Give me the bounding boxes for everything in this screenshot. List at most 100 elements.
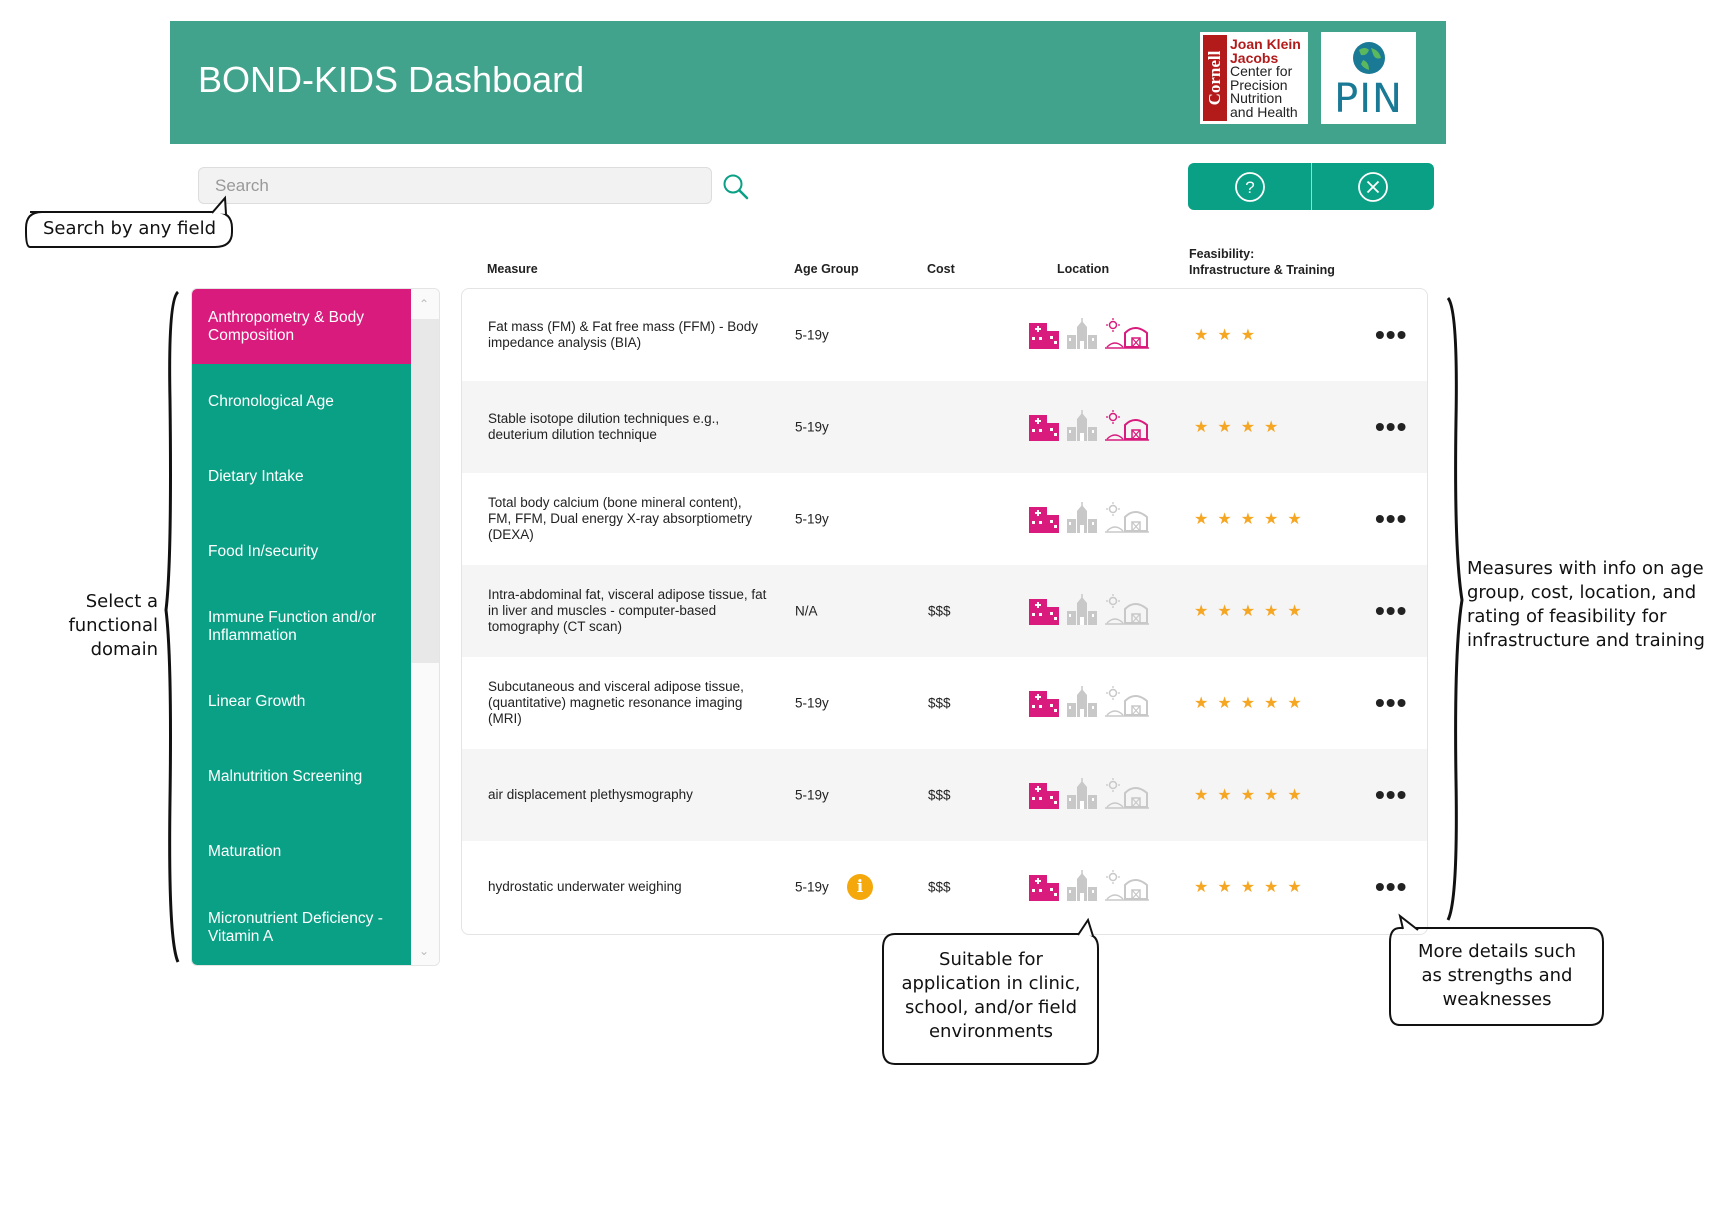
column-header-feasibility[interactable]: Feasibility: Infrastructure & Training: [1189, 246, 1335, 278]
star-icon: ★: [1240, 787, 1265, 804]
table-row[interactable]: Total body calcium (bone mineral content…: [462, 473, 1427, 565]
hospital-icon: [1029, 875, 1059, 901]
table-row[interactable]: Intra-abdominal fat, visceral adipose ti…: [462, 565, 1427, 657]
star-icon: ★: [1217, 511, 1241, 528]
star-icon: ★: [1217, 603, 1241, 620]
domain-sidebar: Anthropometry & Body Composition Chronol…: [191, 288, 440, 966]
farm-icon: [1105, 594, 1149, 625]
info-icon[interactable]: i: [847, 874, 873, 900]
cornell-center-line: Center for: [1230, 63, 1293, 79]
annotation-line: rating of feasibility for: [1467, 606, 1667, 627]
measure-cell: Total body calcium (bone mineral content…: [488, 495, 753, 542]
column-header-location[interactable]: Location: [1057, 262, 1110, 276]
question-circle-icon: ?: [1234, 171, 1265, 202]
pin-text: PIN: [1334, 76, 1403, 122]
sidebar-item-maturation[interactable]: Maturation: [192, 814, 411, 889]
star-icon: ★: [1264, 603, 1288, 620]
annotation-line: infrastructure and training: [1467, 630, 1705, 651]
school-icon: [1067, 318, 1097, 349]
column-header-feasibility-line: Infrastructure & Training: [1189, 263, 1335, 277]
age-cell: N/A: [795, 603, 818, 619]
annotation-location: Suitable for application in clinic, scho…: [885, 948, 1097, 1044]
location-icons: [1027, 685, 1149, 721]
table-row[interactable]: hydrostatic underwater weighing 5-19y i …: [462, 841, 1427, 933]
location-icons: [1027, 317, 1149, 353]
app-title: BOND-KIDS Dashboard: [198, 59, 585, 100]
hospital-icon: [1029, 507, 1059, 533]
star-icon: ★: [1264, 695, 1288, 712]
search-icon[interactable]: [722, 173, 750, 201]
farm-icon: [1105, 502, 1149, 533]
location-icons: [1027, 501, 1149, 537]
help-button[interactable]: ?: [1188, 163, 1311, 210]
annotation-line: environments: [928, 1021, 1053, 1042]
column-header-cost[interactable]: Cost: [927, 262, 955, 276]
cost-cell: $$$: [928, 879, 951, 895]
table-row[interactable]: Stable isotope dilution techniques e.g.,…: [462, 381, 1427, 473]
star-icon: ★: [1240, 603, 1265, 620]
scroll-down-icon[interactable]: ⌄: [419, 944, 430, 958]
table-row[interactable]: Subcutaneous and visceral adipose tissue…: [462, 657, 1427, 749]
sidebar-item-linear-growth[interactable]: Linear Growth: [192, 664, 411, 739]
hospital-icon: [1029, 691, 1059, 717]
column-header-age[interactable]: Age Group: [794, 262, 859, 276]
location-icons: [1027, 777, 1149, 813]
hospital-icon: [1029, 599, 1059, 625]
header-buttons: ?: [1188, 163, 1434, 210]
feasibility-stars: ★★★: [1194, 325, 1264, 345]
sidebar-item-dietary-intake[interactable]: Dietary Intake: [192, 439, 411, 514]
sidebar-item-food-security[interactable]: Food In/security: [192, 514, 411, 589]
star-icon: ★: [1287, 511, 1311, 528]
star-icon: ★: [1194, 419, 1218, 436]
school-icon: [1067, 502, 1097, 533]
measures-table: Fat mass (FM) & Fat free mass (FFM) - Bo…: [461, 288, 1428, 935]
star-icon: ★: [1264, 511, 1288, 528]
sidebar-scroll-thumb[interactable]: [411, 319, 439, 663]
star-icon: ★: [1194, 603, 1218, 620]
farm-icon: [1105, 686, 1149, 717]
sidebar-item-micronutrient-vitamin-a[interactable]: Micronutrient Deficiency - Vitamin A: [192, 889, 411, 965]
feasibility-stars: ★★★★★: [1194, 693, 1311, 713]
annotation-line: application in clinic,: [901, 973, 1081, 994]
column-header-measure[interactable]: Measure: [487, 262, 538, 276]
farm-icon: [1105, 778, 1149, 809]
scroll-up-icon[interactable]: ⌃: [419, 297, 430, 311]
annotation-line: as strengths and: [1421, 965, 1573, 986]
annotation-search: Search by any field: [43, 218, 217, 239]
annotation-line: group, cost, location, and: [1467, 582, 1697, 603]
star-icon: ★: [1240, 511, 1265, 528]
star-icon: ★: [1264, 879, 1288, 896]
measure-cell: Fat mass (FM) & Fat free mass (FFM) - Bo…: [488, 319, 759, 350]
star-icon: ★: [1194, 787, 1218, 804]
feasibility-stars: ★★★★★: [1194, 877, 1311, 897]
location-icons: [1027, 593, 1149, 629]
farm-icon: [1105, 410, 1149, 441]
star-icon: ★: [1240, 695, 1265, 712]
sidebar-item-anthropometry[interactable]: Anthropometry & Body Composition: [192, 289, 411, 364]
sidebar-item-malnutrition-screening[interactable]: Malnutrition Screening: [192, 739, 411, 814]
search-input[interactable]: Search: [198, 167, 712, 204]
cornell-center-line: and Health: [1230, 103, 1298, 120]
feasibility-stars: ★★★★: [1194, 417, 1287, 437]
star-icon: ★: [1287, 787, 1311, 804]
star-icon: ★: [1240, 327, 1265, 344]
annotation-line: Measures with info on age: [1467, 558, 1704, 579]
sidebar-item-chronological-age[interactable]: Chronological Age: [192, 364, 411, 439]
measure-cell: Stable isotope dilution techniques e.g.,…: [488, 411, 720, 442]
sidebar-item-immune-function[interactable]: Immune Function and/or Inflammation: [192, 589, 411, 664]
star-icon: ★: [1264, 419, 1288, 436]
table-row[interactable]: Fat mass (FM) & Fat free mass (FFM) - Bo…: [462, 289, 1427, 381]
school-icon: [1067, 686, 1097, 717]
star-icon: ★: [1194, 511, 1218, 528]
table-row[interactable]: air displacement plethysmography 5-19y $…: [462, 749, 1427, 841]
star-icon: ★: [1240, 879, 1265, 896]
measure-cell: hydrostatic underwater weighing: [488, 879, 682, 894]
close-button[interactable]: [1311, 163, 1434, 210]
annotation-measures: Measures with info on age group, cost, l…: [1467, 557, 1705, 653]
school-icon: [1067, 410, 1097, 441]
pin-logo: PIN: [1321, 32, 1416, 124]
cornell-name-line: Joan Klein: [1230, 36, 1301, 52]
annotation-details: More details such as strengths and weakn…: [1392, 940, 1602, 1012]
age-cell: 5-19y: [795, 419, 829, 435]
